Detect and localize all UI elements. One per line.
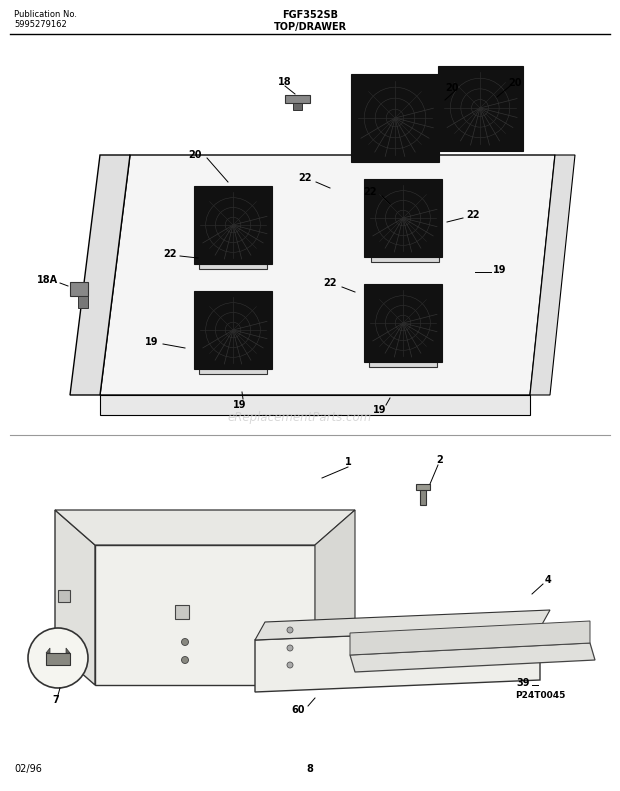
Text: 5995279162: 5995279162	[14, 20, 67, 29]
Text: 19: 19	[145, 337, 159, 347]
Text: 22: 22	[466, 210, 480, 220]
Polygon shape	[285, 95, 310, 103]
Circle shape	[28, 628, 88, 688]
Text: 60: 60	[291, 705, 305, 715]
Text: FGF352SB: FGF352SB	[282, 10, 338, 20]
Polygon shape	[66, 648, 70, 653]
Bar	[364, 284, 442, 362]
Text: 20: 20	[445, 83, 459, 93]
Bar	[438, 66, 523, 150]
Bar	[416, 484, 430, 490]
Circle shape	[399, 222, 410, 233]
Text: 19: 19	[494, 265, 507, 275]
Text: 20: 20	[508, 78, 522, 88]
Bar	[369, 299, 437, 367]
Polygon shape	[55, 510, 95, 685]
Circle shape	[379, 309, 427, 357]
Text: TOP/DRAWER: TOP/DRAWER	[273, 22, 347, 32]
Polygon shape	[315, 510, 355, 685]
Text: Publication No.: Publication No.	[14, 10, 77, 19]
Circle shape	[287, 662, 293, 668]
Circle shape	[209, 316, 257, 364]
Polygon shape	[95, 545, 315, 685]
Circle shape	[228, 335, 239, 346]
Text: 20: 20	[188, 150, 202, 160]
Polygon shape	[46, 648, 50, 653]
Text: 22: 22	[323, 278, 337, 288]
Bar	[194, 291, 272, 369]
Text: P24T0045: P24T0045	[515, 691, 565, 699]
Text: 19: 19	[373, 405, 387, 415]
Polygon shape	[293, 103, 302, 110]
Polygon shape	[420, 487, 426, 505]
Polygon shape	[350, 621, 590, 655]
Text: 02/96: 02/96	[14, 764, 42, 774]
Bar	[351, 74, 439, 162]
Text: 1: 1	[345, 457, 352, 467]
Polygon shape	[255, 628, 540, 692]
Text: 7: 7	[53, 695, 60, 705]
Polygon shape	[350, 643, 595, 672]
Polygon shape	[70, 282, 88, 296]
Bar	[199, 306, 267, 374]
Polygon shape	[100, 155, 555, 395]
Polygon shape	[55, 510, 355, 545]
Text: 22: 22	[163, 249, 177, 259]
Bar	[371, 194, 439, 262]
Circle shape	[391, 214, 419, 241]
Circle shape	[219, 327, 247, 354]
Circle shape	[381, 204, 429, 252]
Text: 18: 18	[278, 77, 292, 87]
Polygon shape	[70, 155, 130, 395]
Circle shape	[182, 638, 188, 645]
Circle shape	[287, 645, 293, 651]
Bar	[58, 590, 70, 602]
Polygon shape	[255, 610, 550, 640]
Text: 18A: 18A	[37, 275, 58, 285]
Circle shape	[209, 211, 257, 259]
Polygon shape	[46, 653, 70, 665]
Text: 19: 19	[233, 400, 247, 410]
Polygon shape	[530, 155, 575, 395]
Text: 8: 8	[306, 764, 314, 774]
Circle shape	[228, 229, 239, 240]
Bar	[194, 186, 272, 264]
Bar	[199, 201, 267, 269]
Polygon shape	[78, 296, 88, 308]
Text: 4: 4	[544, 575, 551, 585]
Circle shape	[219, 221, 247, 248]
Text: 22: 22	[363, 187, 377, 197]
Text: 2: 2	[436, 455, 443, 465]
Circle shape	[397, 327, 409, 339]
Text: 22: 22	[298, 173, 312, 183]
Circle shape	[182, 657, 188, 664]
Circle shape	[389, 320, 417, 346]
Polygon shape	[100, 395, 530, 415]
Bar	[175, 605, 189, 619]
Circle shape	[287, 627, 293, 633]
Text: eReplacementParts.com: eReplacementParts.com	[228, 411, 372, 425]
Bar	[364, 179, 442, 257]
Text: 39: 39	[516, 678, 530, 688]
